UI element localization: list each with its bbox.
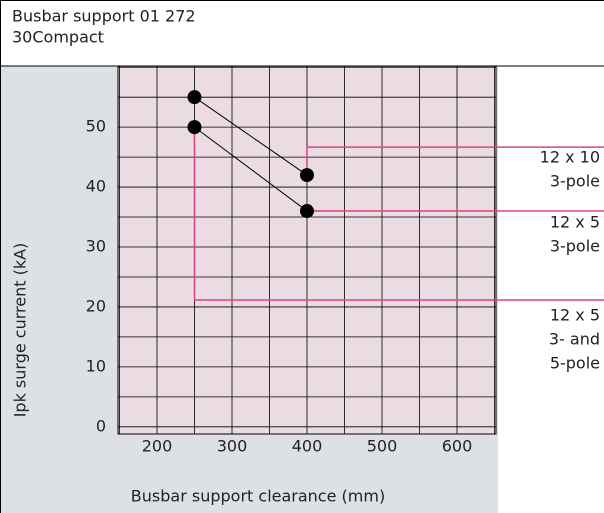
annotation: 3- and — [549, 330, 600, 349]
plot-border — [117, 65, 497, 435]
x-tick-label: 400 — [292, 437, 323, 456]
y-tick-label: 0 — [96, 416, 106, 435]
data-point — [300, 204, 314, 219]
annotation: 12 x 5 — [550, 306, 600, 325]
callout-line — [306, 146, 604, 176]
y-tick-label: 20 — [86, 296, 106, 315]
callout-line — [193, 127, 604, 301]
annotation: 5-pole — [550, 354, 600, 373]
annotation: 12 x 10 — [540, 148, 600, 167]
annotation: 12 x 5 — [550, 213, 600, 232]
data-point — [187, 90, 202, 105]
y-axis-label: Ipk surge current (kA) — [11, 243, 30, 418]
x-axis-label: Busbar support clearance (mm) — [131, 487, 385, 506]
title: Busbar support 01 272 — [12, 7, 196, 26]
x-tick-label: 600 — [442, 437, 473, 456]
y-tick-label: 40 — [86, 177, 106, 196]
annotation: 3-pole — [550, 237, 600, 256]
y-tick-label: 10 — [86, 356, 106, 375]
y-tick-label: 30 — [86, 237, 106, 256]
x-tick-label: 300 — [217, 437, 248, 456]
data-point — [300, 168, 314, 183]
series-line — [194, 96, 308, 176]
y-tick-label: 50 — [86, 117, 106, 136]
annotation: 3-pole — [550, 172, 600, 191]
data-point — [187, 120, 202, 135]
x-tick-label: 500 — [367, 437, 398, 456]
x-tick-label: 200 — [142, 437, 173, 456]
subtitle: 30Compact — [12, 28, 104, 47]
series-line — [194, 126, 308, 212]
